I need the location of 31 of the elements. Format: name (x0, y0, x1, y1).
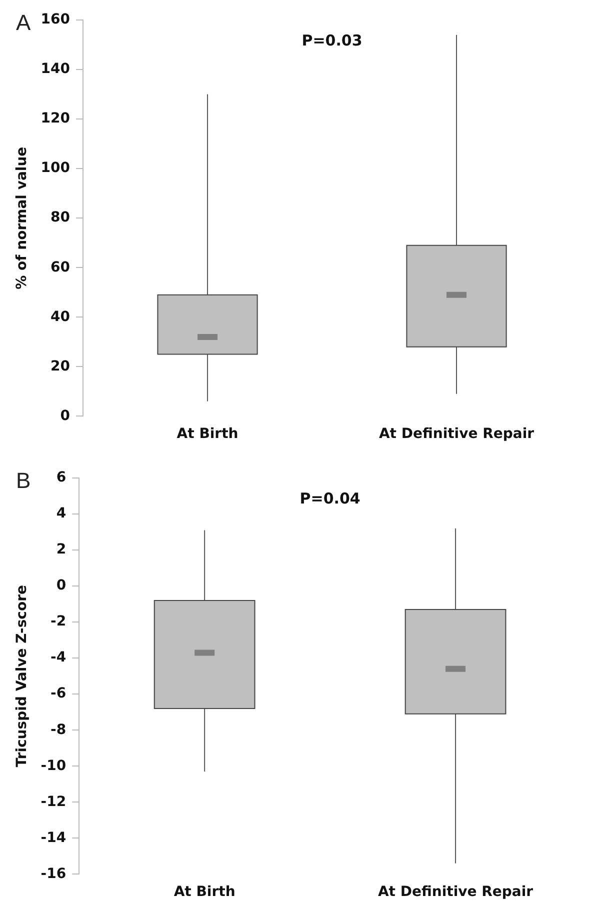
y-tick-label: 40 (50, 308, 70, 325)
y-tick-label: 2 (56, 542, 66, 558)
y-tick-label: 0 (60, 408, 70, 424)
y-tick-label: -16 (40, 866, 66, 882)
y-tick-label: -6 (50, 686, 66, 702)
x-tick-label: At Definitive Repair (378, 884, 534, 900)
y-tick-label: -2 (50, 614, 66, 630)
y-tick-label: -10 (40, 758, 66, 774)
y-tick-label: -4 (50, 650, 66, 666)
y-tick-label: 120 (40, 110, 70, 127)
y-tick-label: 160 (40, 12, 70, 28)
y-tick-label: 100 (40, 160, 70, 176)
annotation: P=0.04 (300, 489, 360, 508)
x-tick-label: At Birth (174, 884, 236, 900)
chart-title: A (16, 10, 31, 36)
y-tick-label: -14 (40, 830, 66, 846)
x-tick-label: At Definitive Repair (378, 426, 534, 442)
x-tick-label: At Birth (176, 426, 238, 442)
y-tick-label: 6 (56, 470, 66, 486)
y-tick-label: 80 (50, 210, 70, 226)
y-tick-label: 60 (50, 259, 70, 276)
y-tick-label: -12 (40, 794, 66, 810)
annotation: P=0.03 (302, 31, 362, 50)
chart-title: B (16, 468, 31, 494)
y-tick-label: 4 (56, 506, 66, 522)
y-tick-label: 140 (40, 61, 70, 78)
y-axis-title: % of normal value (14, 146, 30, 290)
y-tick-label: -8 (50, 722, 66, 738)
y-axis-title: Tricuspid Valve Z-score (14, 584, 30, 768)
y-tick-label: 0 (56, 578, 66, 594)
y-tick-label: 20 (50, 358, 70, 374)
